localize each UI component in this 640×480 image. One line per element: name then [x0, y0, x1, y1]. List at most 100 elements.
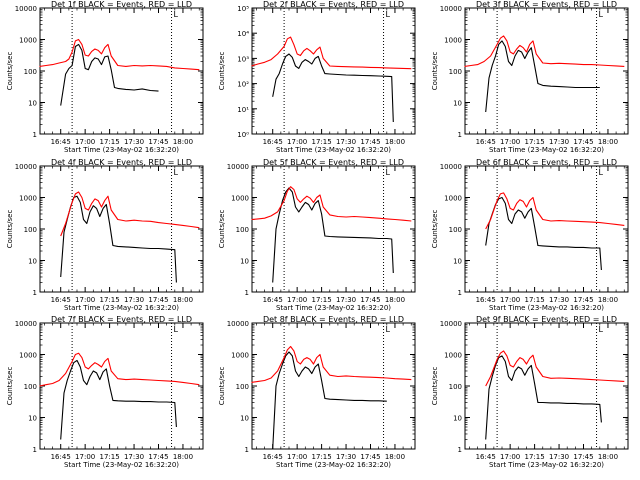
- y-tick-label: 100: [24, 68, 37, 76]
- x-tick-label: 17:30: [549, 138, 569, 146]
- y-tick-label: 10: [453, 415, 462, 423]
- x-tick-label: 17:45: [360, 453, 380, 461]
- x-tick-label: 17:00: [287, 453, 307, 461]
- y-tick-label: 1000: [19, 352, 37, 360]
- y-tick-label: 100: [24, 383, 37, 391]
- y-tick-label: 100: [24, 226, 37, 234]
- chart-panel-5: Det 5f BLACK = Events, RED = LLD 1 10 100 10…: [218, 158, 416, 312]
- chart-panel-1: Det 1f BLACK = Events, RED = LLD 1 10 100 10…: [6, 0, 204, 154]
- y-axis-label: Counts/sec: [6, 52, 14, 91]
- y-tick-label: 1: [245, 446, 249, 454]
- x-tick-label: 17:45: [148, 453, 168, 461]
- y-axis-label: Counts/sec: [218, 52, 226, 91]
- x-tick-label: 17:00: [287, 296, 307, 304]
- chart-panel-8: Det 8f BLACK = Events, RED = LLD 1 10 100 10…: [218, 315, 416, 469]
- bracket-marker: L: [386, 10, 391, 19]
- events-series-line: [272, 351, 387, 450]
- x-tick-label: 17:45: [360, 138, 380, 146]
- x-tick-label: 16:45: [263, 138, 283, 146]
- y-tick-label: 1000: [444, 352, 462, 360]
- x-tick-label: 16:45: [51, 138, 71, 146]
- y-axis-label: Counts/sec: [6, 210, 14, 249]
- x-tick-label: 18:00: [598, 453, 618, 461]
- chart-title: Det 8f BLACK = Events, RED = LLD: [263, 315, 404, 324]
- x-tick-label: 17:30: [124, 453, 144, 461]
- x-axis-label: Start Time (23-May-02 16:32:20): [276, 461, 391, 469]
- chart-title: Det 7f BLACK = Events, RED = LLD: [51, 315, 192, 324]
- events-series-line: [60, 195, 177, 283]
- y-tick-label: 100: [449, 68, 462, 76]
- x-tick-label: 18:00: [385, 453, 405, 461]
- y-tick-label: 100: [236, 226, 249, 234]
- chart-title: Det 3f BLACK = Events, RED = LLD: [476, 0, 617, 9]
- y-tick-label: 1: [33, 289, 37, 297]
- bracket-marker: L: [174, 325, 179, 334]
- x-tick-label: 18:00: [173, 138, 193, 146]
- y-tick-label: 100: [236, 383, 249, 391]
- events-series-line: [272, 187, 394, 283]
- y-tick-label: 10: [28, 100, 37, 108]
- y-tick-label: 10000: [15, 320, 37, 328]
- x-axis-label: Start Time (23-May-02 16:32:20): [489, 461, 604, 469]
- y-axis-label: Counts/sec: [6, 367, 14, 406]
- y-tick-label: 10000: [15, 163, 37, 171]
- lld-series-line: [39, 352, 200, 387]
- x-tick-label: 17:00: [75, 138, 95, 146]
- x-tick-label: 18:00: [173, 453, 193, 461]
- x-tick-label: 18:00: [385, 296, 405, 304]
- chart-title: Det 2f BLACK = Events, RED = LLD: [263, 0, 404, 9]
- x-tick-label: 17:00: [500, 138, 520, 146]
- bracket-marker: L: [386, 168, 391, 177]
- x-tick-label: 17:30: [549, 453, 569, 461]
- x-tick-label: 17:00: [500, 453, 520, 461]
- lld-series-line: [464, 35, 625, 67]
- y-axis-label: Counts/sec: [218, 210, 226, 249]
- lld-series-line: [485, 350, 625, 387]
- x-tick-label: 17:30: [336, 138, 356, 146]
- bracket-marker: L: [599, 168, 604, 177]
- x-tick-label: 17:00: [75, 296, 95, 304]
- lld-series-line: [251, 186, 412, 222]
- x-tick-label: 16:45: [476, 138, 496, 146]
- x-tick-label: 16:45: [263, 296, 283, 304]
- lld-series-line: [60, 191, 200, 237]
- x-tick-label: 17:00: [287, 138, 307, 146]
- x-tick-label: 16:45: [476, 453, 496, 461]
- y-tick-label: 10000: [440, 320, 462, 328]
- lld-series-line: [251, 36, 412, 70]
- plot-frame: [39, 322, 204, 450]
- y-tick-label: 10000: [227, 320, 249, 328]
- y-axis-label: Counts/sec: [218, 367, 226, 406]
- x-tick-label: 17:45: [573, 296, 593, 304]
- bracket-marker: L: [599, 10, 604, 19]
- y-axis-label: Counts/sec: [431, 367, 439, 406]
- y-tick-label: 1000: [231, 352, 249, 360]
- y-tick-label: 10000: [440, 163, 462, 171]
- x-axis-label: Start Time (23-May-02 16:32:20): [276, 304, 391, 312]
- x-tick-label: 18:00: [385, 138, 405, 146]
- y-tick-label: 1: [458, 131, 462, 139]
- y-tick-label: 1: [33, 131, 37, 139]
- events-series-line: [272, 53, 394, 123]
- x-axis-label: Start Time (23-May-02 16:32:20): [64, 304, 179, 312]
- x-tick-label: 17:30: [124, 138, 144, 146]
- y-tick-label: 1000: [19, 195, 37, 203]
- x-tick-label: 17:45: [573, 453, 593, 461]
- y-tick-label: 10000: [227, 163, 249, 171]
- chart-title: Det 4f BLACK = Events, RED = LLD: [51, 158, 192, 167]
- x-tick-label: 16:45: [263, 453, 283, 461]
- y-tick-label: 1000: [444, 37, 462, 45]
- y-tick-label: 10: [240, 415, 249, 423]
- x-tick-label: 17:00: [75, 453, 95, 461]
- lld-series-line: [485, 192, 625, 230]
- chart-title: Det 1f BLACK = Events, RED = LLD: [51, 0, 192, 9]
- y-tick-label: 1000: [19, 37, 37, 45]
- chart-panel-6: Det 6f BLACK = Events, RED = LLD 1 10 100 10…: [431, 158, 629, 312]
- x-axis-label: Start Time (23-May-02 16:32:20): [64, 461, 179, 469]
- chart-panel-9: Det 9f BLACK = Events, RED = LLD 1 10 100 10…: [431, 315, 629, 469]
- y-tick-label: 10: [28, 258, 37, 266]
- x-tick-label: 17:15: [312, 453, 332, 461]
- y-tick-label: 1: [245, 289, 249, 297]
- x-tick-label: 17:15: [100, 453, 120, 461]
